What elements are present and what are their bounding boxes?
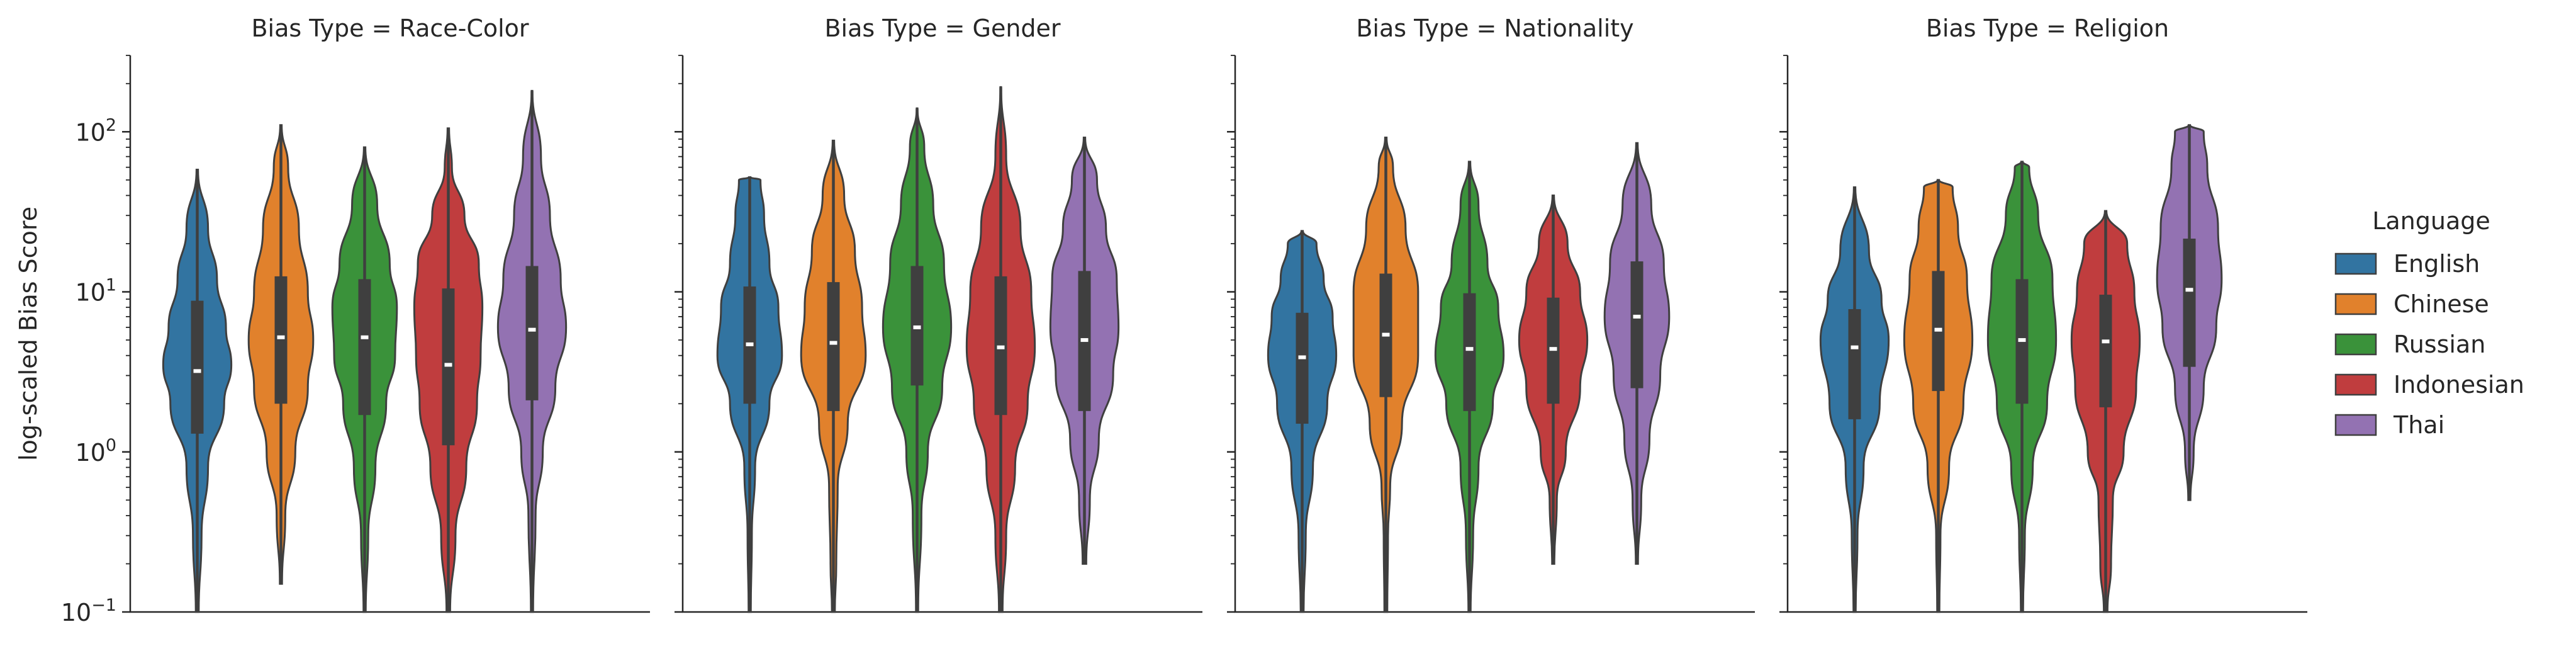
legend-label-russian: Russian (2394, 331, 2485, 358)
violin-russian (331, 146, 398, 613)
panel-1: Bias Type = Gender (675, 14, 1202, 613)
iqr-box (1296, 312, 1309, 424)
iqr-box (2183, 239, 2196, 367)
panel-3: Bias Type = Religion (1779, 14, 2307, 613)
iqr-box (1848, 309, 1861, 419)
panel-title: Bias Type = Gender (824, 14, 1060, 42)
violin-russian (882, 107, 953, 613)
y-tick-label-3: 10−1 (61, 596, 116, 626)
median-marker (1298, 355, 1306, 359)
median-marker (2102, 339, 2110, 344)
y-axis-label: log-scaled Bias Score (14, 207, 42, 461)
iqr-box (827, 282, 840, 411)
iqr-box (358, 279, 371, 416)
iqr-box (442, 288, 455, 446)
median-marker (1549, 347, 1557, 351)
median-marker (1934, 327, 1942, 332)
violin-thai (1603, 142, 1671, 565)
iqr-box (1630, 261, 1644, 388)
legend-swatch-indonesian (2334, 373, 2377, 396)
y-tick-label-0: 102 (75, 115, 116, 146)
median-marker (2018, 338, 2026, 342)
violin-russian (1986, 161, 2058, 613)
panel-title: Bias Type = Religion (1926, 14, 2169, 42)
iqr-box (525, 266, 539, 400)
median-marker (913, 325, 921, 329)
violin-chinese (1903, 179, 1974, 613)
violin-thai (2156, 124, 2223, 501)
median-marker (1080, 338, 1089, 342)
legend-swatch-chinese (2334, 293, 2377, 315)
violin-russian (1434, 161, 1505, 613)
iqr-box (2099, 295, 2112, 407)
legend-swatch-english (2334, 252, 2377, 275)
violin-english (162, 168, 233, 613)
legend-label-indonesian: Indonesian (2394, 371, 2524, 399)
iqr-box (1463, 293, 1476, 411)
median-marker (528, 327, 536, 332)
violin-indonesian (2070, 210, 2141, 613)
median-marker (2185, 288, 2193, 292)
panel-0: Bias Type = Race-Color 102 101 100 10−1 (61, 14, 650, 626)
legend-swatch-thai (2334, 414, 2377, 436)
median-marker (997, 345, 1005, 349)
y-tick-label-1: 101 (75, 276, 116, 307)
legend-label-thai: Thai (2393, 411, 2444, 439)
violin-thai (1049, 137, 1120, 565)
violin-english (716, 176, 783, 613)
violin-english (1819, 186, 1890, 613)
iqr-box (274, 276, 288, 404)
violin-indonesian (965, 86, 1036, 613)
violin-english (1267, 230, 1338, 613)
median-marker (1382, 332, 1390, 337)
median-marker (361, 335, 369, 339)
iqr-box (191, 300, 204, 434)
median-marker (1465, 347, 1474, 351)
panel-2: Bias Type = Nationality (1227, 14, 1755, 613)
median-marker (277, 335, 285, 339)
median-marker (444, 363, 452, 367)
violin-chinese (1352, 137, 1420, 613)
legend-swatch-russian (2334, 333, 2377, 356)
panel-title: Bias Type = Nationality (1356, 14, 1633, 42)
legend-title: Language (2372, 207, 2490, 235)
legend-label-english: English (2394, 250, 2480, 278)
violin-chinese (800, 139, 867, 613)
median-marker (829, 341, 837, 345)
violin-thai (496, 89, 568, 613)
y-tick-label-2: 100 (75, 436, 116, 467)
legend: Language English Chinese Russian Indonesian T… (2334, 207, 2524, 439)
violin-indonesian (1518, 194, 1589, 565)
median-marker (1851, 345, 1859, 349)
violin-chinese (247, 124, 315, 585)
median-marker (1633, 314, 1641, 319)
median-marker (193, 369, 201, 373)
median-marker (746, 342, 754, 346)
panel-title: Bias Type = Race-Color (251, 14, 529, 42)
violin-indonesian (413, 127, 484, 613)
legend-label-chinese: Chinese (2394, 290, 2489, 318)
